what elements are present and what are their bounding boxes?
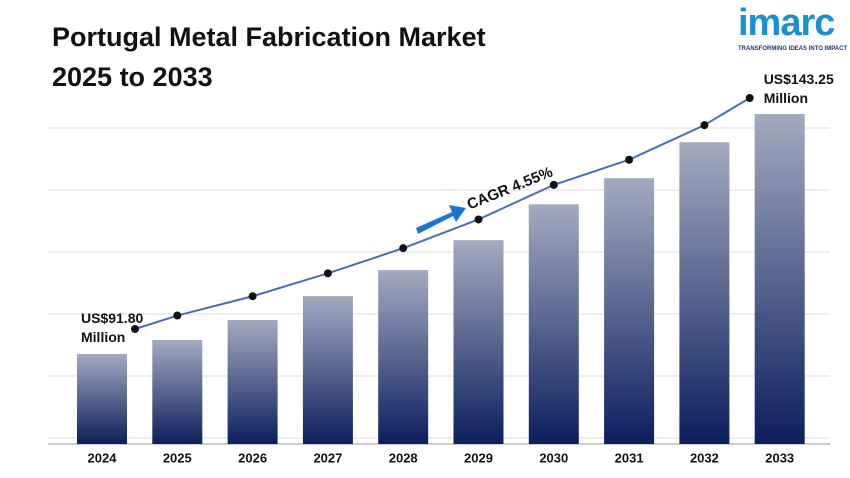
chart-title: Portugal Metal Fabrication Market: [52, 22, 486, 52]
trend-point: [700, 121, 709, 130]
trend-point: [131, 325, 139, 333]
bar: [77, 354, 127, 444]
x-tick-label: 2033: [765, 450, 794, 465]
trend-line: [134, 97, 751, 330]
bar: [528, 204, 579, 444]
bar: [453, 240, 504, 444]
bar: [152, 340, 203, 444]
x-tick-label: 2026: [238, 450, 267, 465]
bar: [754, 114, 805, 444]
trend-point: [173, 311, 182, 320]
x-tick-label: 2030: [539, 450, 568, 465]
chart-title: 2025 to 2033: [52, 62, 213, 92]
trend-point: [474, 215, 483, 224]
x-tick-label: 2029: [464, 450, 493, 465]
trend-point: [549, 180, 558, 189]
x-tick-label: 2032: [690, 450, 719, 465]
value-label: US$143.25 Million: [763, 71, 834, 106]
bar: [679, 142, 730, 445]
bar: [302, 296, 353, 444]
value-label: US$91.80 Million: [81, 310, 144, 345]
x-tick-label: 2031: [615, 450, 644, 465]
trend-point: [625, 155, 634, 164]
logo: imarc: [738, 2, 835, 44]
bar: [378, 270, 429, 444]
trend-point: [248, 292, 257, 301]
x-tick-label: 2028: [389, 450, 418, 465]
bar: [604, 178, 655, 444]
trend-point: [745, 94, 754, 102]
trend-point: [323, 269, 332, 278]
x-tick-label: 2024: [88, 450, 118, 465]
x-tick-label: 2027: [313, 450, 342, 465]
x-tick-label: 2025: [163, 450, 192, 465]
cagr-arrow: [416, 205, 466, 234]
trend-point: [399, 244, 408, 253]
bar: [227, 319, 278, 444]
logo-tagline: TRANSFORMING IDEAS INTO IMPACT: [738, 46, 848, 52]
